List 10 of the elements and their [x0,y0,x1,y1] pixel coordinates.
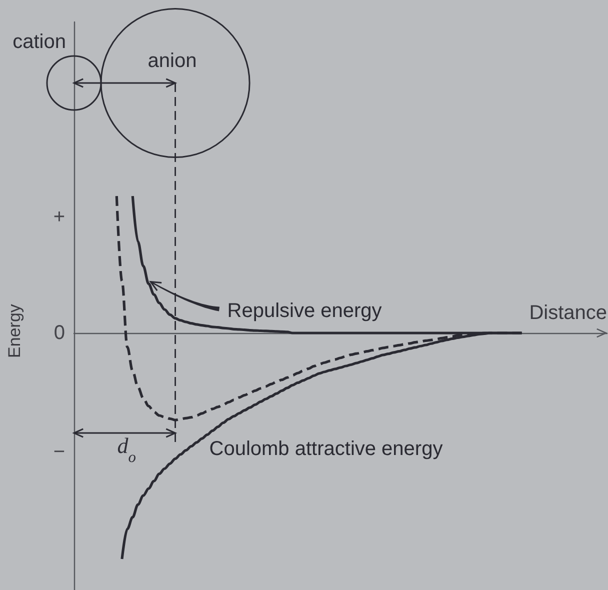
text: − [53,441,65,464]
text: anion [148,50,197,72]
annotation: d$_{o}$ [117,433,136,466]
x-axis-title: Distance [529,302,607,324]
series-label: Coulomb attractive energy [209,438,443,460]
text: + [53,206,65,228]
text: 0 [54,322,65,344]
series-label: Repulsive energy [227,300,382,322]
text: cation [12,31,66,53]
y-axis-title: Energy [5,304,24,358]
